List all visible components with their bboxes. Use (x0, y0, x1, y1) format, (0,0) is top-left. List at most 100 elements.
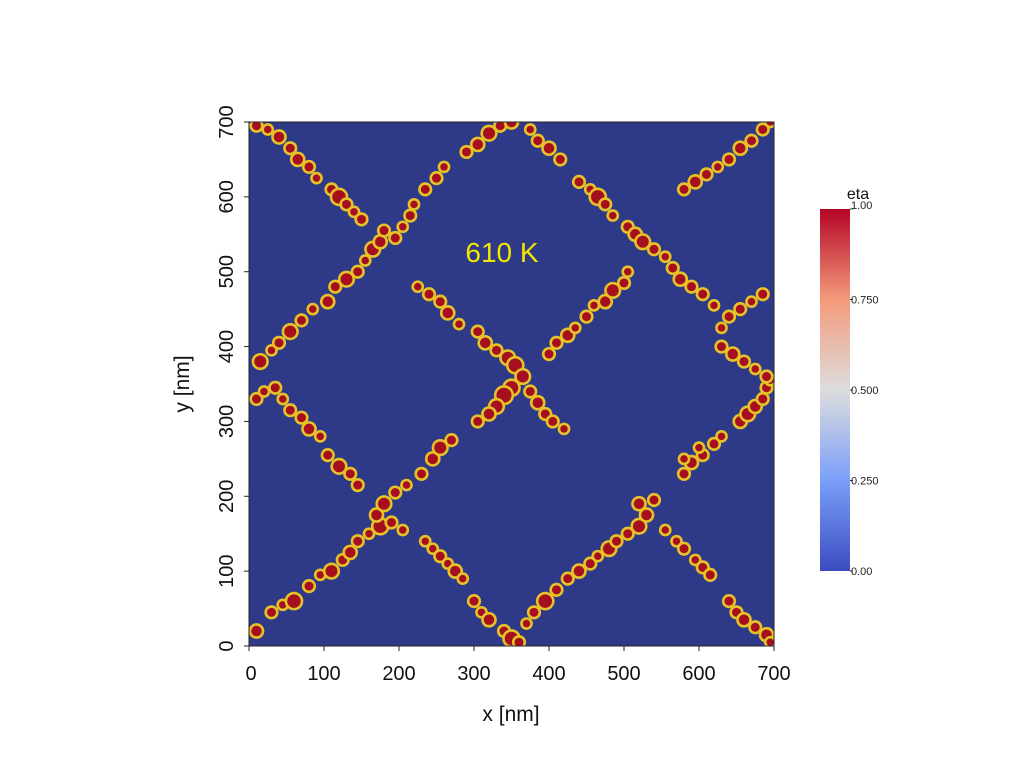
particle-core (714, 163, 722, 171)
particle (481, 406, 497, 422)
particle (261, 123, 275, 136)
particle-core (727, 348, 738, 360)
particle-core (417, 469, 426, 479)
particle-core (600, 296, 611, 307)
particle (421, 287, 437, 302)
particle-core (353, 536, 363, 546)
particle (301, 159, 317, 175)
particle (372, 233, 389, 250)
particle-core (455, 320, 463, 328)
particle-core (758, 124, 768, 134)
particle-core (724, 596, 734, 606)
particle-core (373, 519, 387, 533)
particle (606, 209, 620, 222)
particle-core (609, 211, 617, 220)
particle-core (432, 173, 441, 183)
y-tick-label: 700 (216, 105, 238, 138)
particle (535, 591, 555, 611)
x-axis-ticks: 0 100 200 300 400 500 600 700 (245, 646, 791, 685)
particle-core (724, 154, 734, 164)
particle (744, 133, 759, 148)
y-tick-label: 600 (216, 180, 238, 213)
particle-core (492, 345, 501, 355)
x-tick-label: 400 (532, 663, 565, 685)
y-tick-label: 400 (216, 330, 238, 363)
particle-core (690, 176, 701, 188)
colorbar-tick-label: 0.250 (851, 476, 879, 488)
particle-core (747, 136, 756, 146)
particle-core (612, 536, 621, 546)
particle (503, 122, 520, 130)
particle-core (649, 495, 659, 505)
particle-core (698, 289, 708, 299)
particle (695, 287, 710, 302)
particle-core (420, 184, 430, 194)
particle-core (483, 408, 495, 420)
particle (511, 635, 527, 646)
colorbar-tick-label: 1.00 (851, 200, 872, 212)
particle (748, 362, 762, 376)
particle (283, 141, 298, 156)
particle (676, 182, 692, 197)
particle (257, 385, 271, 398)
particle (560, 571, 575, 586)
particle (732, 140, 749, 157)
particle-core (353, 480, 363, 490)
y-tick-label: 200 (216, 480, 238, 513)
particle (354, 212, 369, 227)
particle-core (421, 537, 429, 545)
particle (396, 220, 410, 234)
particle (481, 611, 497, 628)
particle-core (641, 509, 652, 521)
particle-core (304, 162, 314, 172)
particle (715, 430, 728, 443)
particle (489, 343, 504, 358)
particle (470, 324, 485, 339)
particle (711, 160, 725, 174)
particle-core (480, 337, 491, 349)
particle-core (738, 614, 750, 626)
particle-core (525, 386, 535, 396)
particle-core (357, 214, 366, 224)
particle-core (679, 184, 689, 194)
particle (530, 133, 545, 148)
particle-core (571, 324, 579, 332)
particle (452, 317, 466, 331)
particle-core (747, 297, 756, 306)
particle (477, 334, 494, 351)
particle-core (766, 638, 774, 646)
particle-core (532, 397, 543, 408)
particle-core (353, 267, 363, 277)
particle-core (442, 307, 453, 319)
particle-core (285, 143, 295, 153)
particle (748, 620, 763, 635)
particle-core (717, 324, 726, 332)
particle-core (440, 163, 448, 171)
particle (721, 593, 737, 609)
particle (763, 122, 774, 129)
particle-core (273, 131, 285, 143)
particle (470, 414, 485, 429)
particle-core (462, 147, 471, 157)
y-tick-label: 500 (216, 255, 238, 288)
particle-core (387, 517, 396, 527)
particle-core (543, 142, 555, 154)
particle-core (312, 174, 321, 182)
x-tick-label: 0 (245, 663, 256, 685)
particle-core (762, 372, 771, 382)
particle-core (538, 594, 552, 608)
particle-core (526, 125, 534, 134)
particle (523, 123, 537, 136)
particle-core (717, 342, 726, 352)
particle (736, 611, 752, 628)
x-tick-label: 300 (457, 663, 490, 685)
particle (337, 270, 356, 288)
particle (350, 534, 365, 549)
particle-core (473, 327, 483, 337)
particle-core (316, 432, 324, 441)
particle (703, 567, 718, 582)
particle-core (427, 453, 438, 465)
particle-core (287, 594, 301, 608)
particle-core (279, 395, 287, 403)
